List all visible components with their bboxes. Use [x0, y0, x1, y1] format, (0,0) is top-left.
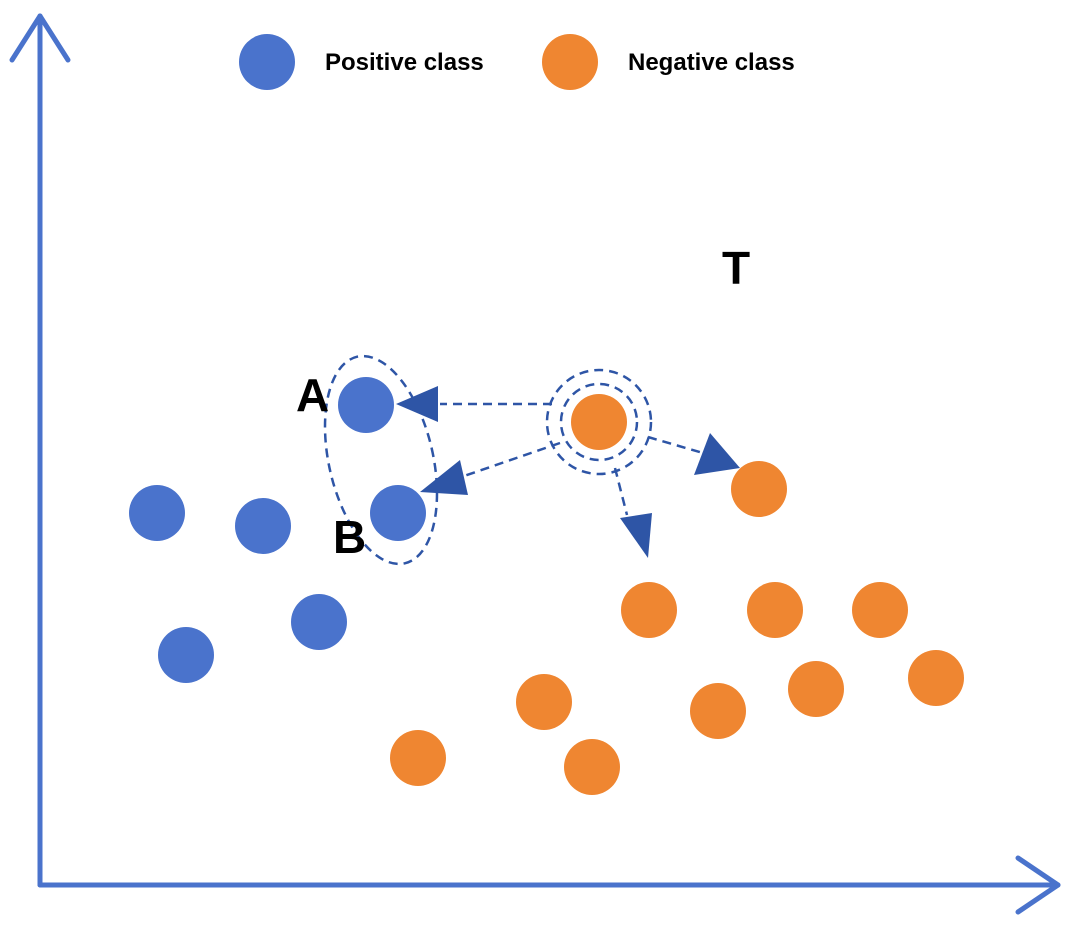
arrow-to-a-head: [396, 386, 438, 422]
point-b: [370, 485, 426, 541]
positive-pair-outline: [323, 354, 439, 566]
neighbor-arrows: [396, 386, 740, 558]
negative-points: [390, 394, 964, 795]
axes: [9, 13, 1061, 915]
negative-point: [390, 730, 446, 786]
label-t: T: [722, 242, 750, 294]
arrow-right-head: [694, 433, 740, 475]
arrow-right-line: [647, 435, 704, 455]
legend: Positive class Negative class: [239, 34, 795, 90]
x-axis-arrowhead: [1015, 855, 1061, 915]
positive-point: [235, 498, 291, 554]
legend-negative-marker: [542, 34, 598, 90]
positive-point: [291, 594, 347, 650]
point-a: [338, 377, 394, 433]
negative-point: [690, 683, 746, 739]
negative-point: [731, 461, 787, 517]
negative-point: [564, 739, 620, 795]
sample-outline-inner: [559, 382, 639, 462]
negative-point: [908, 650, 964, 706]
negative-point: [788, 661, 844, 717]
legend-negative-label: Negative class: [628, 49, 795, 76]
negative-point: [852, 582, 908, 638]
arrow-down-line: [613, 467, 629, 516]
arrow-to-b-line: [463, 441, 561, 478]
negative-point: [621, 582, 677, 638]
arrow-down-head: [620, 513, 652, 558]
negative-point: [516, 674, 572, 730]
negative-point: [747, 582, 803, 638]
positive-point: [158, 627, 214, 683]
point-labels: A B T: [296, 242, 750, 563]
sample-outline-outer: [545, 368, 653, 476]
selected-negative-point: [571, 394, 627, 450]
positive-point: [129, 485, 185, 541]
label-b: B: [333, 511, 366, 563]
legend-positive-marker: [239, 34, 295, 90]
neighborhoods: [323, 354, 653, 566]
positive-points: [129, 377, 426, 683]
label-a: A: [296, 369, 329, 421]
legend-positive-label: Positive class: [325, 49, 484, 76]
y-axis-arrowhead: [9, 13, 71, 63]
arrow-to-b-head: [420, 460, 468, 495]
